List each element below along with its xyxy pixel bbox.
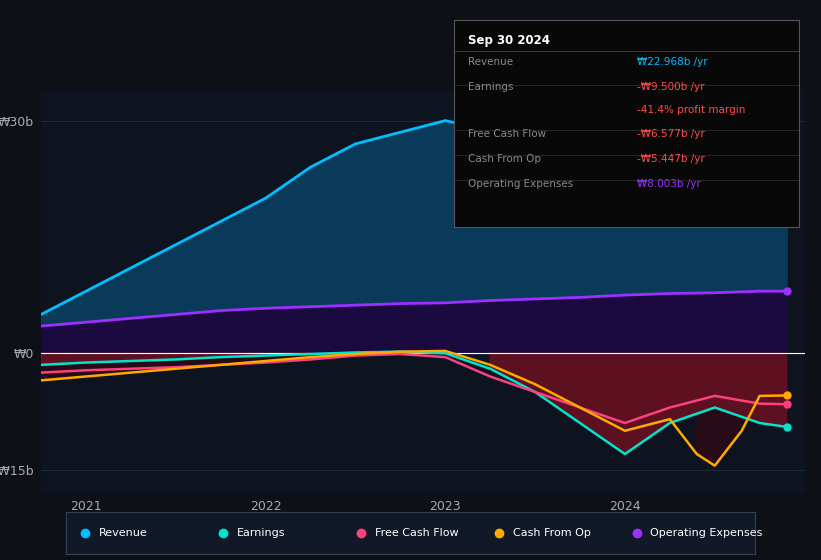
Text: Revenue: Revenue (99, 529, 148, 538)
Text: Operating Expenses: Operating Expenses (650, 529, 763, 538)
Text: -41.4% profit margin: -41.4% profit margin (637, 105, 745, 115)
Text: ₩8.003b /yr: ₩8.003b /yr (637, 179, 700, 189)
Text: -₩6.577b /yr: -₩6.577b /yr (637, 129, 704, 139)
Text: Sep 30 2024: Sep 30 2024 (468, 34, 550, 47)
Text: -₩5.447b /yr: -₩5.447b /yr (637, 155, 704, 164)
Text: Revenue: Revenue (468, 57, 513, 67)
Text: Free Cash Flow: Free Cash Flow (468, 129, 546, 139)
Text: Free Cash Flow: Free Cash Flow (374, 529, 458, 538)
Text: Earnings: Earnings (236, 529, 285, 538)
Text: -₩9.500b /yr: -₩9.500b /yr (637, 82, 704, 92)
Text: ₩22.968b /yr: ₩22.968b /yr (637, 57, 708, 67)
Text: Cash From Op: Cash From Op (468, 155, 541, 164)
Text: Operating Expenses: Operating Expenses (468, 179, 573, 189)
Text: Earnings: Earnings (468, 82, 513, 92)
Text: Cash From Op: Cash From Op (512, 529, 590, 538)
